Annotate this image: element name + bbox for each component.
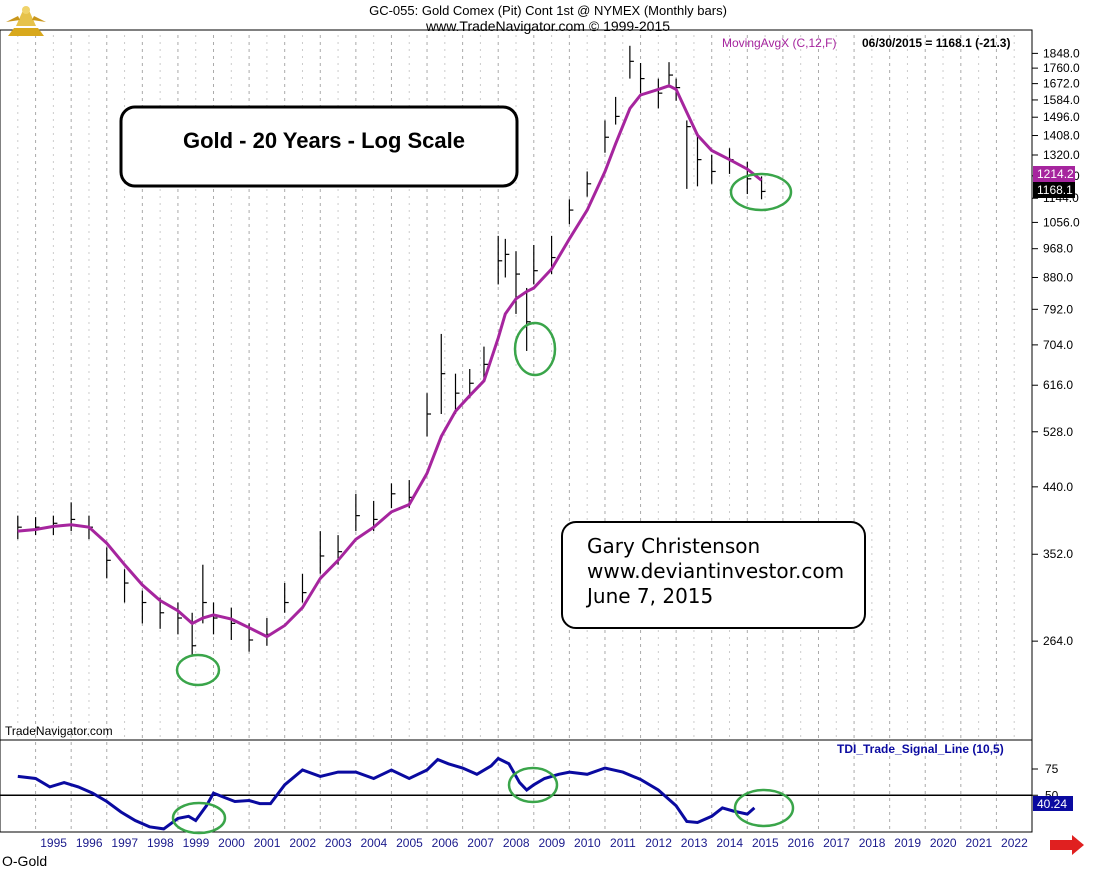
x-tick-label: 2021 <box>965 836 992 850</box>
x-tick-label: 2022 <box>1001 836 1028 850</box>
watermark: TradeNavigator.com <box>5 724 113 738</box>
x-tick-label: 2017 <box>823 836 850 850</box>
price-tick-label: 1848.0 <box>1043 46 1080 60</box>
tdi-legend-label: TDI_Trade_Signal_Line (10,5) <box>837 742 1004 756</box>
price-tick-label: 1496.0 <box>1043 110 1080 124</box>
x-tick-label: 2016 <box>788 836 815 850</box>
price-tick-label: 880.0 <box>1043 270 1073 284</box>
tdi-value-badge <box>1033 796 1073 811</box>
chart-header-title: GC-055: Gold Comex (Pit) Cont 1st @ NYME… <box>369 3 727 18</box>
price-tick-label: 968.0 <box>1043 242 1073 256</box>
x-tick-label: 2006 <box>432 836 459 850</box>
tdi-signal-line <box>17 756 756 831</box>
ma-price-badge <box>1033 166 1075 182</box>
moving-average-line <box>17 84 763 639</box>
x-tick-label: 2015 <box>752 836 779 850</box>
chart-header-copyright: www.TradeNavigator.com © 1999-2015 <box>425 18 670 34</box>
price-tick-label: 528.0 <box>1043 425 1073 439</box>
credit-box <box>561 521 866 629</box>
circle-1999-tdi <box>171 801 227 835</box>
x-tick-label: 2003 <box>325 836 352 850</box>
circle-1999-low <box>175 653 221 687</box>
x-tick-label: 1996 <box>76 836 103 850</box>
tdi-tick-label: 75 <box>1045 762 1059 776</box>
credit-date: June 7, 2015 <box>585 584 713 608</box>
time-axis: 1995 1996 1997 1998 1999 2000 2001 2002 2003 2004… <box>40 836 1028 850</box>
price-tick-label: 1584.0 <box>1043 93 1080 107</box>
x-tick-label: 2020 <box>930 836 957 850</box>
tdi-panel-content <box>0 756 1032 831</box>
x-tick-label: 2000 <box>218 836 245 850</box>
price-tick-label: 1056.0 <box>1043 215 1080 229</box>
x-tick-label: 2002 <box>289 836 316 850</box>
title-box-text: Gold - 20 Years - Log Scale <box>183 128 465 153</box>
x-tick-label: 2005 <box>396 836 423 850</box>
x-tick-label: 2001 <box>254 836 281 850</box>
circle-2015-tdi <box>733 788 795 828</box>
highlight-circles <box>171 172 795 835</box>
ma-price-badge-text: 1214.2 <box>1037 167 1074 181</box>
price-tick-label: 1408.0 <box>1043 129 1080 143</box>
price-bars <box>17 45 766 656</box>
price-tick-label: 616.0 <box>1043 378 1073 392</box>
close-price-badge-text: 1168.1 <box>1037 183 1073 197</box>
circle-2015-price <box>729 172 793 212</box>
x-tick-label: 1999 <box>183 836 210 850</box>
credit-author: Gary Christenson <box>587 534 760 558</box>
close-price-badge <box>1033 182 1075 198</box>
x-tick-label: 2009 <box>538 836 565 850</box>
circle-2008-low <box>513 321 557 377</box>
price-tick-label: 792.0 <box>1043 302 1073 316</box>
tdi-value-badge-text: 40.24 <box>1037 797 1067 811</box>
price-tick-label: 1320.0 <box>1043 148 1080 162</box>
x-tick-label: 2007 <box>467 836 494 850</box>
x-tick-label: 2013 <box>681 836 708 850</box>
trade-navigator-logo-icon <box>6 6 46 36</box>
x-tick-label: 2018 <box>859 836 886 850</box>
price-tick-label: 352.0 <box>1043 547 1073 561</box>
price-tick-label: 1760.0 <box>1043 61 1080 75</box>
x-tick-label: 2014 <box>716 836 743 850</box>
symbol-label: O-Gold <box>2 853 47 869</box>
x-tick-label: 2010 <box>574 836 601 850</box>
price-tick-label: 264.0 <box>1043 634 1073 648</box>
x-tick-label: 1998 <box>147 836 174 850</box>
ma-legend-label: MovingAvgX (C,12,F) <box>722 36 837 50</box>
credit-website: www.deviantinvestor.com <box>587 559 844 583</box>
x-tick-label: 2004 <box>361 836 388 850</box>
last-price-readout: 06/30/2015 = 1168.1 (-21.3) <box>862 36 1010 50</box>
x-tick-label: 2012 <box>645 836 672 850</box>
price-tick-label: 1672.0 <box>1043 77 1080 91</box>
x-tick-label: 1997 <box>111 836 138 850</box>
price-tick-label: 440.0 <box>1043 480 1073 494</box>
x-tick-label: 2019 <box>894 836 921 850</box>
x-tick-label: 1995 <box>40 836 67 850</box>
price-tick-label: 704.0 <box>1043 338 1073 352</box>
x-tick-label: 2008 <box>503 836 530 850</box>
title-box <box>119 105 519 188</box>
x-tick-label: 2011 <box>610 836 636 850</box>
scroll-right-arrow-icon[interactable] <box>1050 835 1084 855</box>
circle-2008-tdi <box>507 766 559 804</box>
